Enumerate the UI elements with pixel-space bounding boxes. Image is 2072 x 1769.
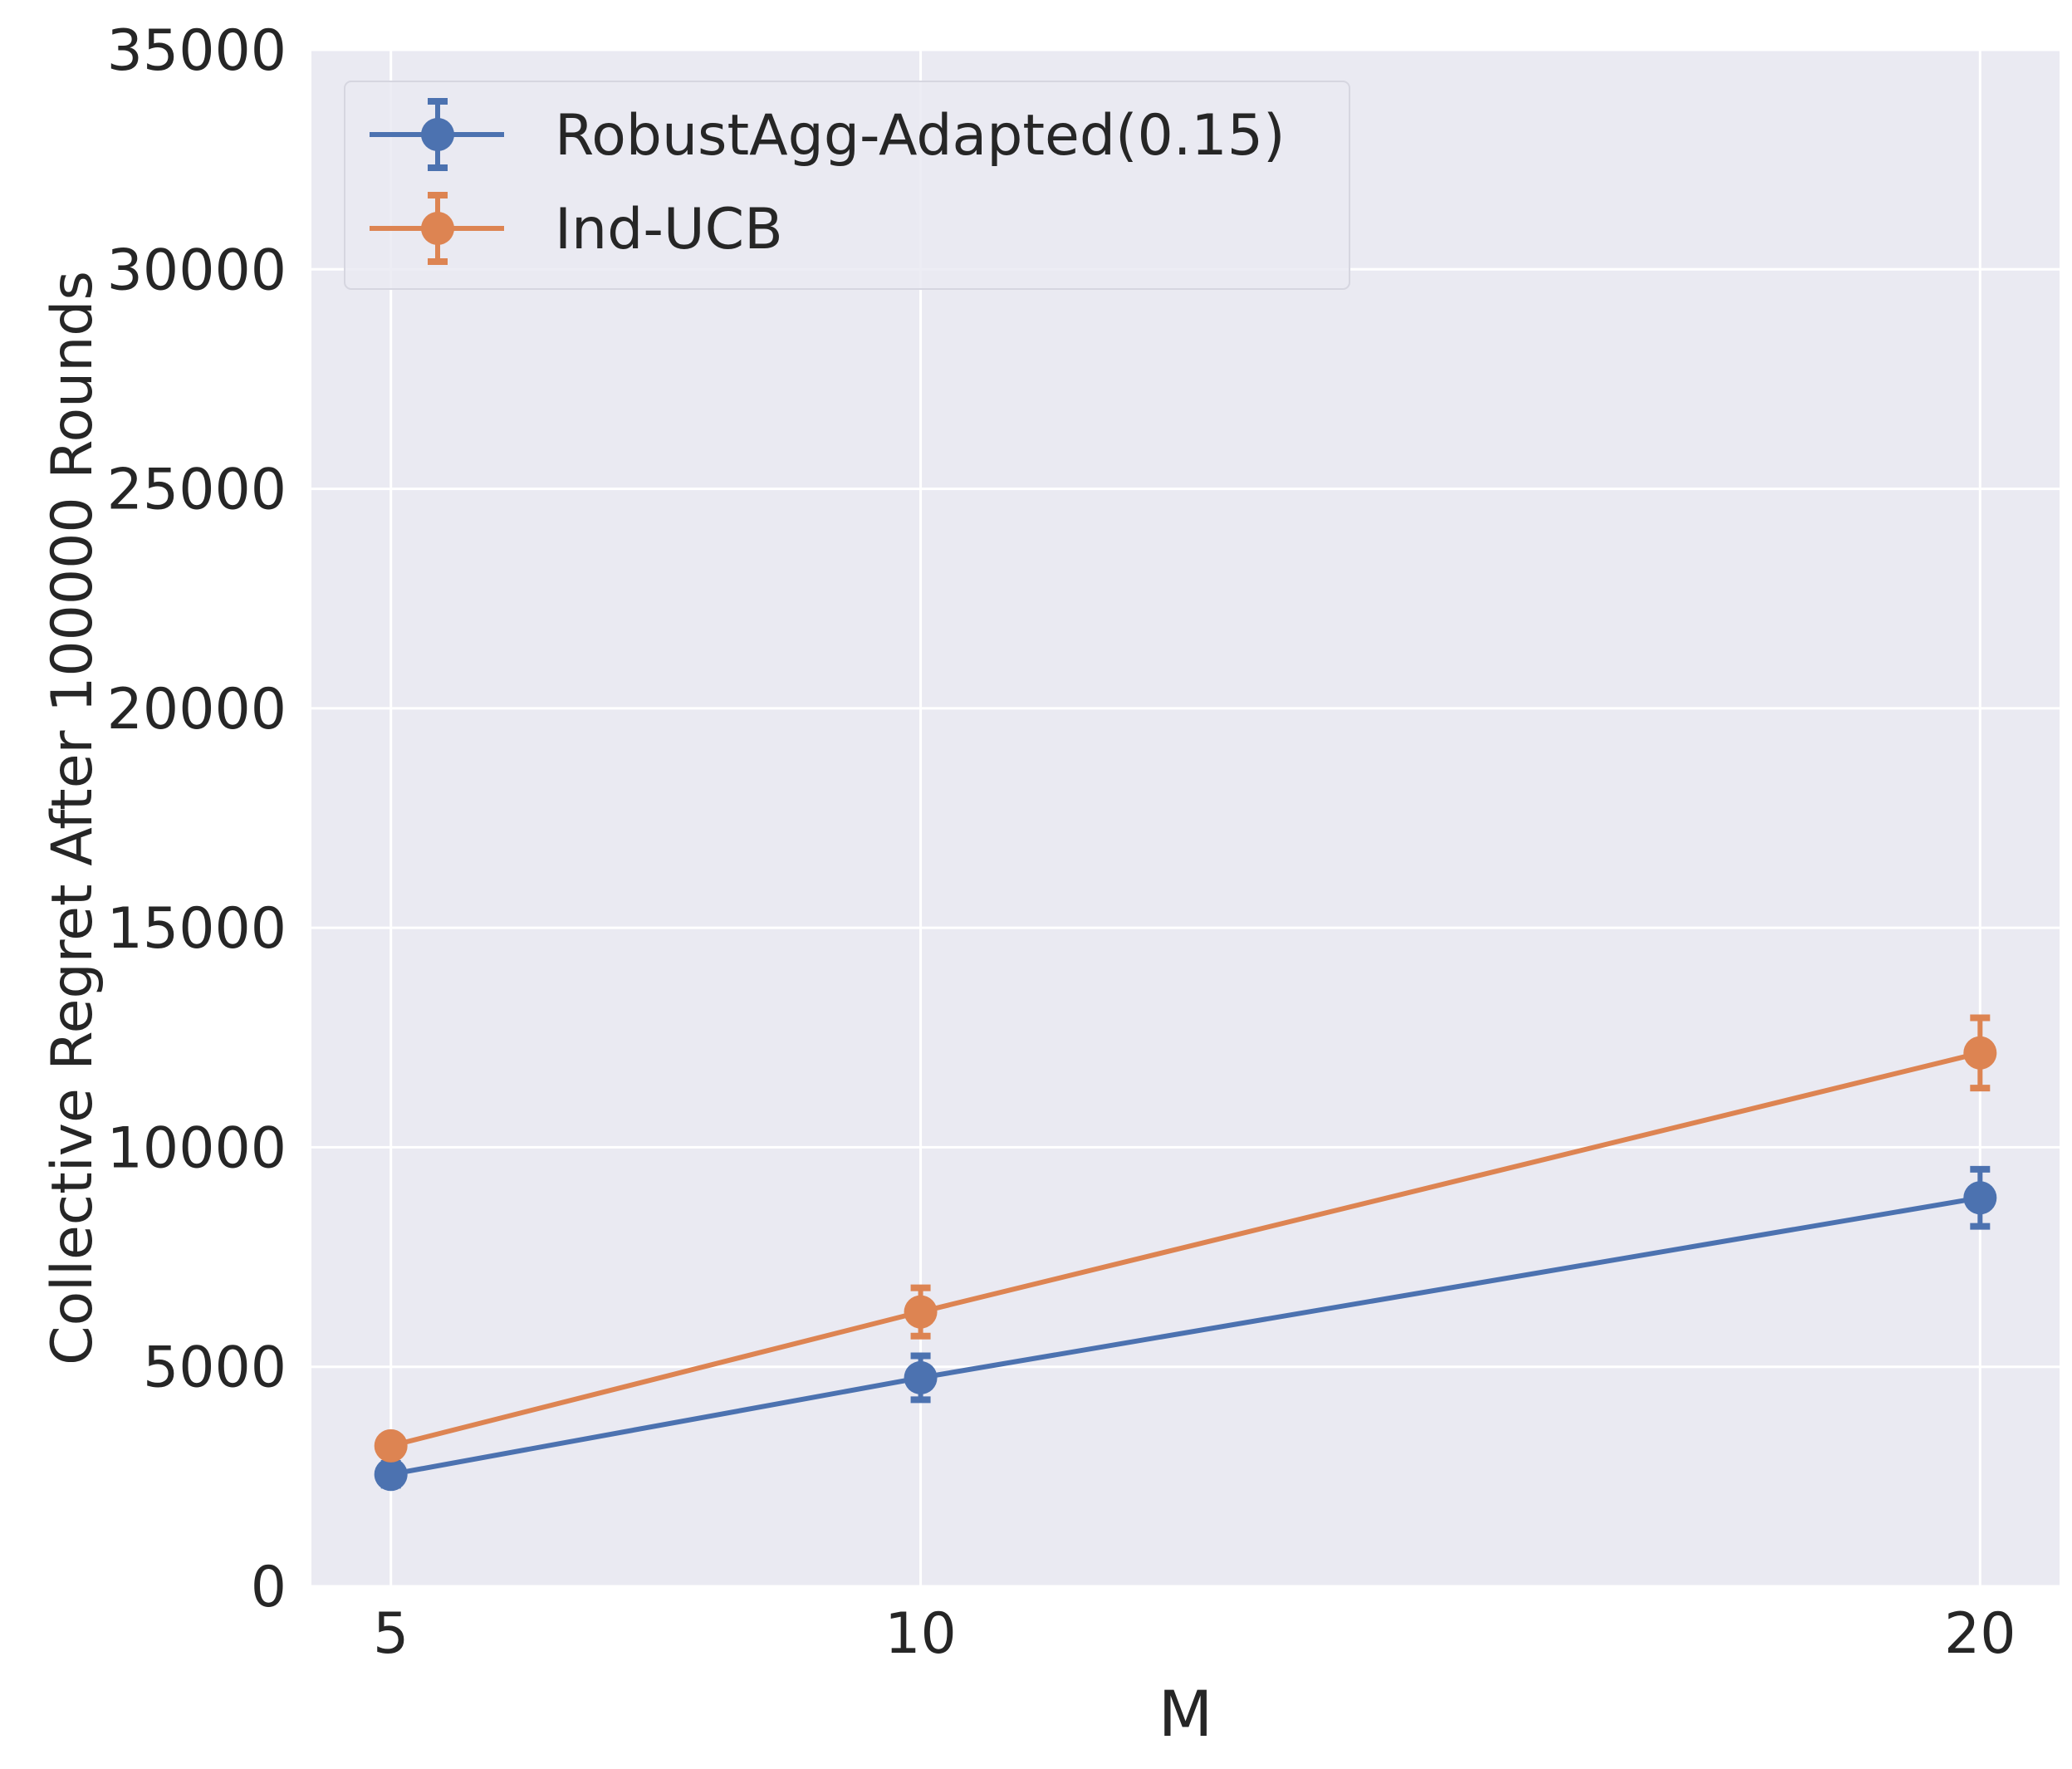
plot-area [311,50,2060,1586]
legend-marker [421,212,454,245]
legend-item: Ind-UCB [370,192,783,265]
y-gridlines [311,48,2060,1588]
data-point [904,1360,938,1394]
x-tick-label: 10 [884,1601,957,1667]
series-2 [374,1014,1997,1463]
legend-box [344,81,1350,290]
data-point [904,1295,938,1329]
series-1 [374,1165,1997,1492]
y-tick-label: 30000 [107,238,287,303]
legend-label: RobustAgg-Adapted(0.15) [555,103,1285,169]
legend-marker [421,118,454,151]
y-axis-label: Collective Regret After 100000 Rounds [40,271,105,1365]
legend: RobustAgg-Adapted(0.15) Ind-UCB [344,81,1350,290]
y-tick-label: 35000 [107,18,287,84]
data-point [1963,1181,1997,1215]
y-tick-label: 20000 [107,677,287,742]
x-tick-label: 20 [1944,1601,2016,1667]
x-tick-label: 5 [373,1601,409,1667]
x-tick-labels: 5 10 20 [373,1601,2016,1667]
y-tick-label: 0 [251,1555,287,1620]
y-tick-label: 15000 [107,896,287,962]
data-point [374,1458,408,1492]
y-tick-label: 25000 [107,458,287,523]
legend-item: RobustAgg-Adapted(0.15) [370,98,1285,171]
series-layer [374,1014,1997,1492]
data-point [374,1428,408,1463]
y-tick-label: 10000 [107,1115,287,1181]
data-point [1963,1036,1997,1070]
x-axis-label: M [1158,1677,1213,1751]
y-tick-labels: 0 5000 10000 15000 20000 25000 30000 35000 [107,18,287,1620]
y-tick-label: 5000 [143,1335,287,1401]
legend-label: Ind-UCB [555,197,783,262]
